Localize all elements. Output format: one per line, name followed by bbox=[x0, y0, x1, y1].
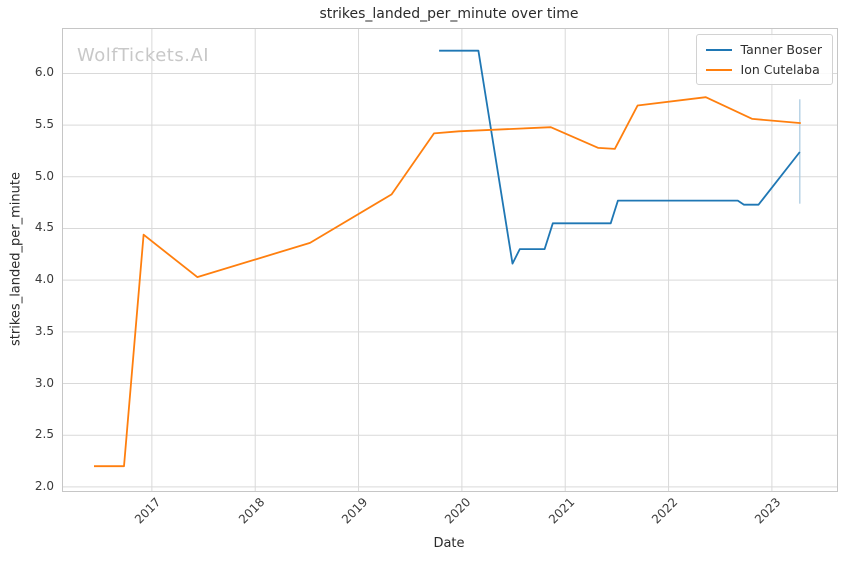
x-tick-label: 2022 bbox=[648, 495, 681, 527]
legend-line-sample-orange-icon bbox=[705, 68, 732, 71]
y-tick-label: 3.5 bbox=[34, 323, 54, 338]
x-axis-label: Date bbox=[433, 536, 465, 551]
x-tick-label: 2017 bbox=[132, 495, 164, 527]
chart-title: strikes_landed_per_minute over time bbox=[319, 6, 579, 22]
y-axis-label: strikes_landed_per_minute bbox=[8, 172, 24, 346]
y-tick-label: 4.0 bbox=[34, 272, 54, 287]
y-tick-label: 6.0 bbox=[34, 65, 54, 80]
y-tick-label: 2.0 bbox=[34, 478, 54, 493]
y-tick-label: 2.5 bbox=[34, 427, 54, 442]
y-tick-label: 5.0 bbox=[34, 168, 54, 183]
legend-item-tanner-boser: Tanner Boser bbox=[705, 42, 822, 57]
x-tick-label: 2018 bbox=[235, 495, 268, 527]
x-tick-label: 2020 bbox=[442, 495, 474, 527]
plot-canvas bbox=[63, 29, 837, 491]
y-tick-label: 4.5 bbox=[34, 220, 54, 235]
plot-area: WolfTickets.AI Tanner Boser Ion Cutelaba bbox=[62, 28, 838, 492]
y-tick-label: 3.0 bbox=[34, 375, 54, 390]
legend-label-tanner-boser: Tanner Boser bbox=[740, 42, 822, 57]
legend-item-ion-cutelaba: Ion Cutelaba bbox=[705, 62, 822, 77]
legend-line-sample-blue-icon bbox=[705, 48, 732, 51]
y-tick-label: 5.5 bbox=[34, 117, 54, 132]
legend: Tanner Boser Ion Cutelaba bbox=[695, 34, 833, 85]
legend-label-ion-cutelaba: Ion Cutelaba bbox=[740, 62, 820, 77]
x-tick-label: 2019 bbox=[338, 495, 371, 527]
x-tick-label: 2023 bbox=[752, 495, 784, 527]
watermark: WolfTickets.AI bbox=[77, 45, 210, 66]
x-tick-label: 2021 bbox=[545, 495, 578, 527]
